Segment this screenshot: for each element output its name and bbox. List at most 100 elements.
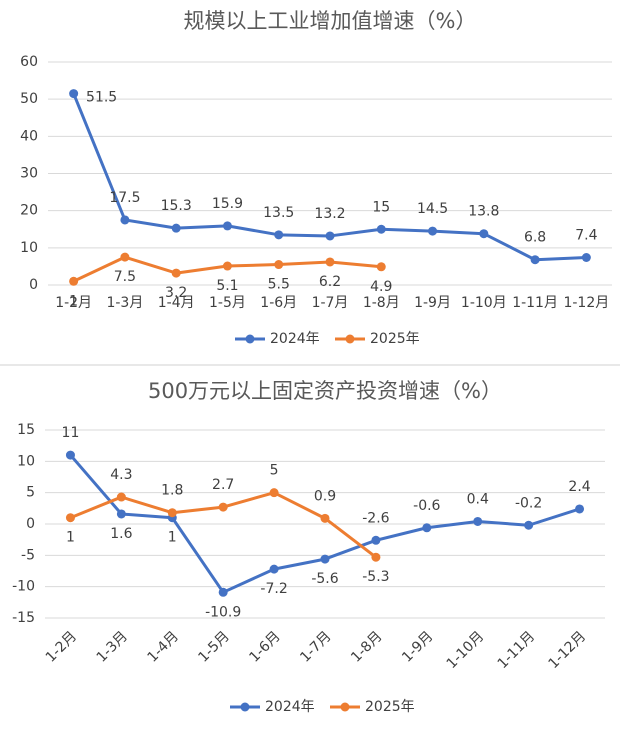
data-point [575,504,585,514]
x-tick-label: 1-6月 [246,628,283,665]
y-tick-label: 20 [20,203,38,219]
x-tick-label: 1-3月 [94,628,131,665]
x-tick-label: 1-5月 [209,295,246,311]
x-tick-label: 1-8月 [348,628,385,665]
data-label: 1 [69,293,78,309]
data-label: -5.3 [362,569,389,585]
data-point [371,552,381,562]
data-point [371,535,381,545]
data-point [581,252,591,262]
data-label: 13.2 [314,206,345,222]
data-label: 7.5 [114,269,136,285]
x-tick-label: 1-5月 [195,628,232,665]
data-point [428,226,438,236]
data-point [479,229,489,239]
data-label: 2.4 [568,479,590,495]
data-point [325,231,335,241]
data-point [524,520,534,530]
legend-marker [245,334,255,344]
data-point [69,89,79,99]
x-tick-label: 1-11月 [512,295,558,311]
data-point [222,221,232,231]
data-label: -2.6 [362,510,389,526]
data-label: -0.2 [515,495,542,511]
x-tick-label: 1-4月 [145,628,182,665]
x-tick-label: 1-2月 [55,295,92,311]
data-point [274,260,284,270]
data-point [530,255,540,265]
data-point [171,268,181,278]
y-tick-label: 40 [20,128,38,144]
data-point [222,261,232,271]
data-label: 6.8 [524,230,546,246]
x-tick-label: 1-12月 [563,295,609,311]
legend-label: 2024年 [265,699,315,715]
x-tick-label: 1-7月 [312,295,349,311]
data-label: 51.5 [86,90,117,106]
x-tick-label: 1-3月 [106,295,143,311]
data-label: 14.5 [417,201,448,217]
legend-marker [340,702,350,712]
legend-marker [345,334,355,344]
data-label: -10.9 [205,604,241,620]
y-tick-label: 0 [26,516,35,532]
data-point [269,564,279,574]
x-tick-label: 1-8月 [363,295,400,311]
y-tick-label: 5 [26,485,35,501]
data-point [218,587,228,597]
data-label: 17.5 [109,190,140,206]
data-label: 13.8 [468,204,499,220]
x-tick-label: 1-4月 [158,295,195,311]
data-label: 2.7 [212,477,234,493]
data-point [65,450,75,460]
x-tick-label: 1-6月 [260,295,297,311]
data-point [274,230,284,240]
data-label: 15.9 [212,196,243,212]
y-tick-label: -5 [21,547,35,563]
y-tick-label: -15 [12,610,35,626]
data-point [218,502,228,512]
data-label: 7.4 [575,227,597,243]
x-tick-label: 1-9月 [414,295,451,311]
data-point [116,492,126,502]
legend-label: 2024年 [270,331,320,347]
y-tick-label: 10 [20,240,38,256]
data-label: 4.3 [110,467,132,483]
data-label: -0.6 [413,498,440,514]
data-label: 0.4 [467,491,489,507]
data-label: 1.6 [110,526,132,542]
x-tick-label: 1-2月 [43,628,80,665]
chart-title: 规模以上工业增加值增速（%） [184,9,477,33]
data-point [171,223,181,233]
data-point [376,224,386,234]
legend-label: 2025年 [365,699,415,715]
legend-marker [240,702,250,712]
data-point [69,276,79,286]
x-tick-label: 1-9月 [399,628,436,665]
y-tick-label: -10 [12,579,35,595]
data-label: 6.2 [319,274,341,290]
data-point [422,523,432,533]
data-point [320,554,330,564]
data-label: 5.5 [268,277,290,293]
data-label: 1.8 [161,483,183,499]
x-tick-label: 1-10月 [444,628,488,672]
y-tick-label: 10 [17,453,35,469]
x-tick-label: 1-7月 [297,628,334,665]
y-tick-label: 15 [17,422,35,438]
chart-title: 500万元以上固定资产投资增速（%） [148,379,502,403]
data-point [325,257,335,267]
x-tick-label: 1-11月 [495,628,539,672]
data-label: 15 [372,199,390,215]
x-tick-label: 1-10月 [461,295,507,311]
data-label: 5.1 [216,278,238,294]
y-tick-label: 0 [29,277,38,293]
data-point [120,252,130,262]
y-tick-label: 30 [20,166,38,182]
y-tick-label: 60 [20,54,38,70]
data-label: 1 [66,530,75,546]
data-point [473,516,483,526]
data-label: -5.6 [311,571,338,587]
data-label: 13.5 [263,205,294,221]
